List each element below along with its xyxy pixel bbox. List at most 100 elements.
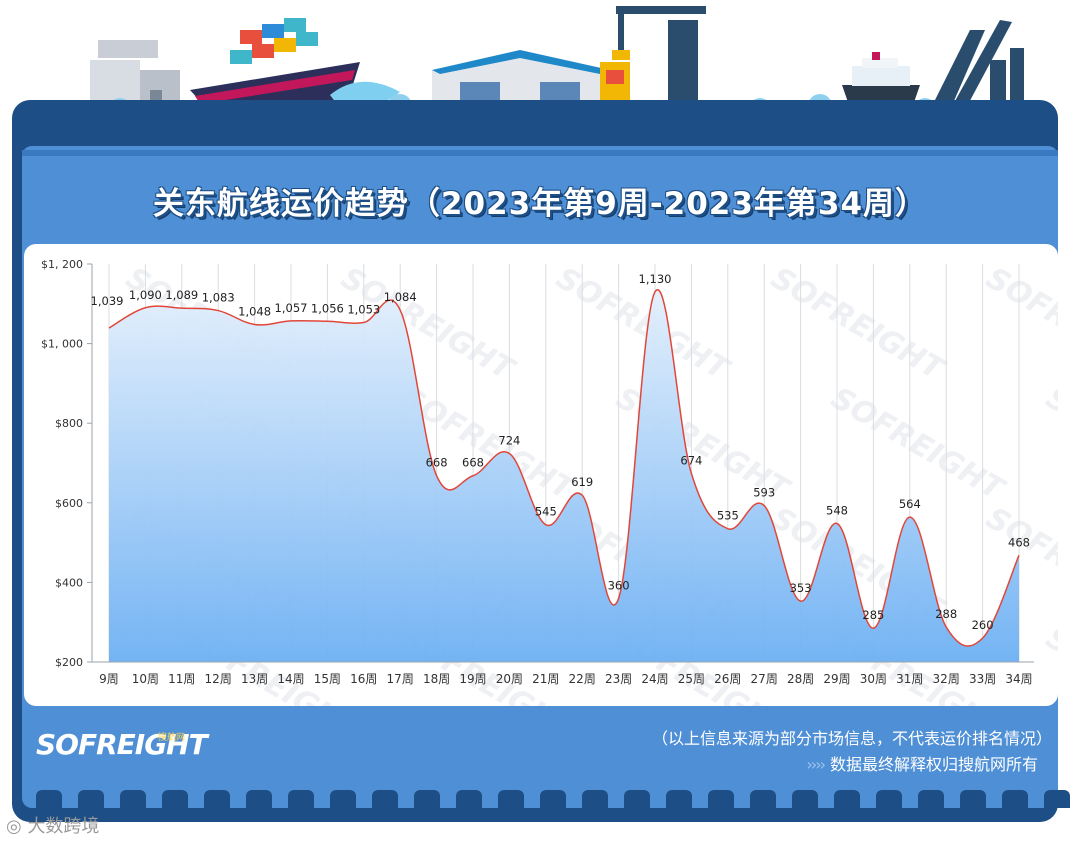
x-tick-label: 20周	[496, 672, 523, 686]
x-tick-label: 27周	[751, 672, 778, 686]
frame-notch	[834, 790, 860, 808]
x-tick-label: 16周	[350, 672, 377, 686]
y-tick-label: $200	[55, 656, 83, 669]
source-credit: ◎ 大数跨境	[6, 816, 100, 837]
rights-note: ›››› 数据最终解释权归搜航网所有	[806, 751, 1038, 775]
data-label: 285	[862, 608, 884, 622]
data-label: 593	[753, 486, 775, 500]
x-tick-label: 14周	[277, 672, 304, 686]
y-tick-label: $1, 000	[41, 338, 83, 351]
x-tick-label: 32周	[933, 672, 960, 686]
data-label: 619	[571, 475, 593, 489]
data-label: 1,056	[311, 301, 344, 315]
x-tick-label: 25周	[678, 672, 705, 686]
data-label: 288	[935, 607, 957, 621]
y-tick-label: $400	[55, 576, 83, 589]
watermark-text: SOFREIGHT	[1040, 621, 1058, 706]
data-label: 668	[426, 456, 448, 470]
x-tick-label: 10周	[132, 672, 159, 686]
x-tick-label: 30周	[860, 672, 887, 686]
data-label: 1,130	[639, 272, 672, 286]
chart-card: SOFREIGHT SOFREIGHT SOFREIGHT SOFREIGHT SOFR…	[24, 244, 1080, 748]
x-tick-label: 33周	[969, 672, 996, 686]
data-label: 548	[826, 503, 848, 517]
panel-notches	[22, 778, 1070, 818]
panel-stripe	[22, 150, 1058, 156]
sofreight-logo: SOFREIGHT	[36, 728, 208, 761]
watermark-text: SOFREIGHT	[825, 381, 1011, 509]
y-tick-label: $600	[55, 497, 83, 510]
data-label: 468	[1008, 535, 1030, 549]
x-tick-label: 34周	[1005, 672, 1032, 686]
frame-notch	[204, 790, 230, 808]
x-tick-label: 11周	[168, 672, 195, 686]
frame-notch	[792, 790, 818, 808]
data-label: 674	[680, 453, 702, 467]
frame-notch	[456, 790, 482, 808]
frame-notch	[1044, 790, 1070, 808]
data-label: 668	[462, 456, 484, 470]
frame-notch	[540, 790, 566, 808]
chevrons-icon: ››››	[806, 755, 826, 774]
x-tick-label: 28周	[787, 672, 814, 686]
frame-notch	[372, 790, 398, 808]
frame-notch	[666, 790, 692, 808]
x-tick-label: 13周	[241, 672, 268, 686]
data-label: 535	[717, 509, 739, 523]
x-tick-label: 26周	[714, 672, 741, 686]
frame-notch	[624, 790, 650, 808]
frame-notch	[1002, 790, 1028, 808]
x-tick-label: 12周	[205, 672, 232, 686]
frame-notch	[288, 790, 314, 808]
frame-notch	[708, 790, 734, 808]
data-label: 360	[608, 578, 630, 592]
x-tick-label: 23周	[605, 672, 632, 686]
frame-notch	[498, 790, 524, 808]
x-tick-label: 19周	[459, 672, 486, 686]
data-label: 260	[972, 618, 994, 632]
frame-notch	[960, 790, 986, 808]
data-label: 1,089	[165, 288, 198, 302]
chart-line	[108, 288, 1020, 647]
frame-notch	[330, 790, 356, 808]
data-label: 545	[535, 505, 557, 519]
rights-text: 数据最终解释权归搜航网所有	[829, 755, 1038, 774]
logo-subtitle: 搜航网	[158, 733, 186, 743]
data-label: 1,057	[275, 301, 308, 315]
frame-notch	[582, 790, 608, 808]
warehouse-icon	[432, 50, 630, 105]
container-ship-icon	[190, 18, 400, 112]
y-tick-label: $800	[55, 417, 83, 430]
frame-notch	[78, 790, 104, 808]
frame-notch	[750, 790, 776, 808]
frame-notch	[162, 790, 188, 808]
frame-notch	[36, 790, 62, 808]
source-note: （以上信息来源为部分市场信息，不代表运价排名情况）	[651, 729, 1052, 748]
data-label: 1,084	[384, 290, 417, 304]
data-label: 1,039	[91, 294, 124, 308]
x-tick-label: 9周	[99, 672, 119, 686]
frame-notch	[246, 790, 272, 808]
x-tick-label: 18周	[423, 672, 450, 686]
data-label: 1,090	[129, 288, 162, 302]
frame-notch	[414, 790, 440, 808]
chart-title: 关东航线运价趋势（2023年第9周-2023年第34周）	[152, 186, 928, 222]
x-tick-label: 24周	[641, 672, 668, 686]
x-tick-label: 17周	[387, 672, 414, 686]
x-tick-label: 29周	[823, 672, 850, 686]
x-tick-label: 15周	[314, 672, 341, 686]
chart-area	[109, 289, 1019, 662]
x-tick-label: 22周	[569, 672, 596, 686]
credit-text: 大数跨境	[27, 816, 100, 837]
y-tick-label: $1, 200	[41, 258, 83, 271]
frame-notch	[876, 790, 902, 808]
frame-notch	[918, 790, 944, 808]
data-label: 1,053	[347, 303, 380, 317]
x-tick-label: 21周	[532, 672, 559, 686]
watermark-text: SOFREIGHT	[765, 261, 951, 389]
watermark-text: SOFREIGHT	[1040, 381, 1058, 509]
gantry-crane-icon	[612, 6, 706, 110]
data-label: 724	[498, 433, 520, 447]
data-label: 564	[899, 497, 921, 511]
frame-notch	[120, 790, 146, 808]
